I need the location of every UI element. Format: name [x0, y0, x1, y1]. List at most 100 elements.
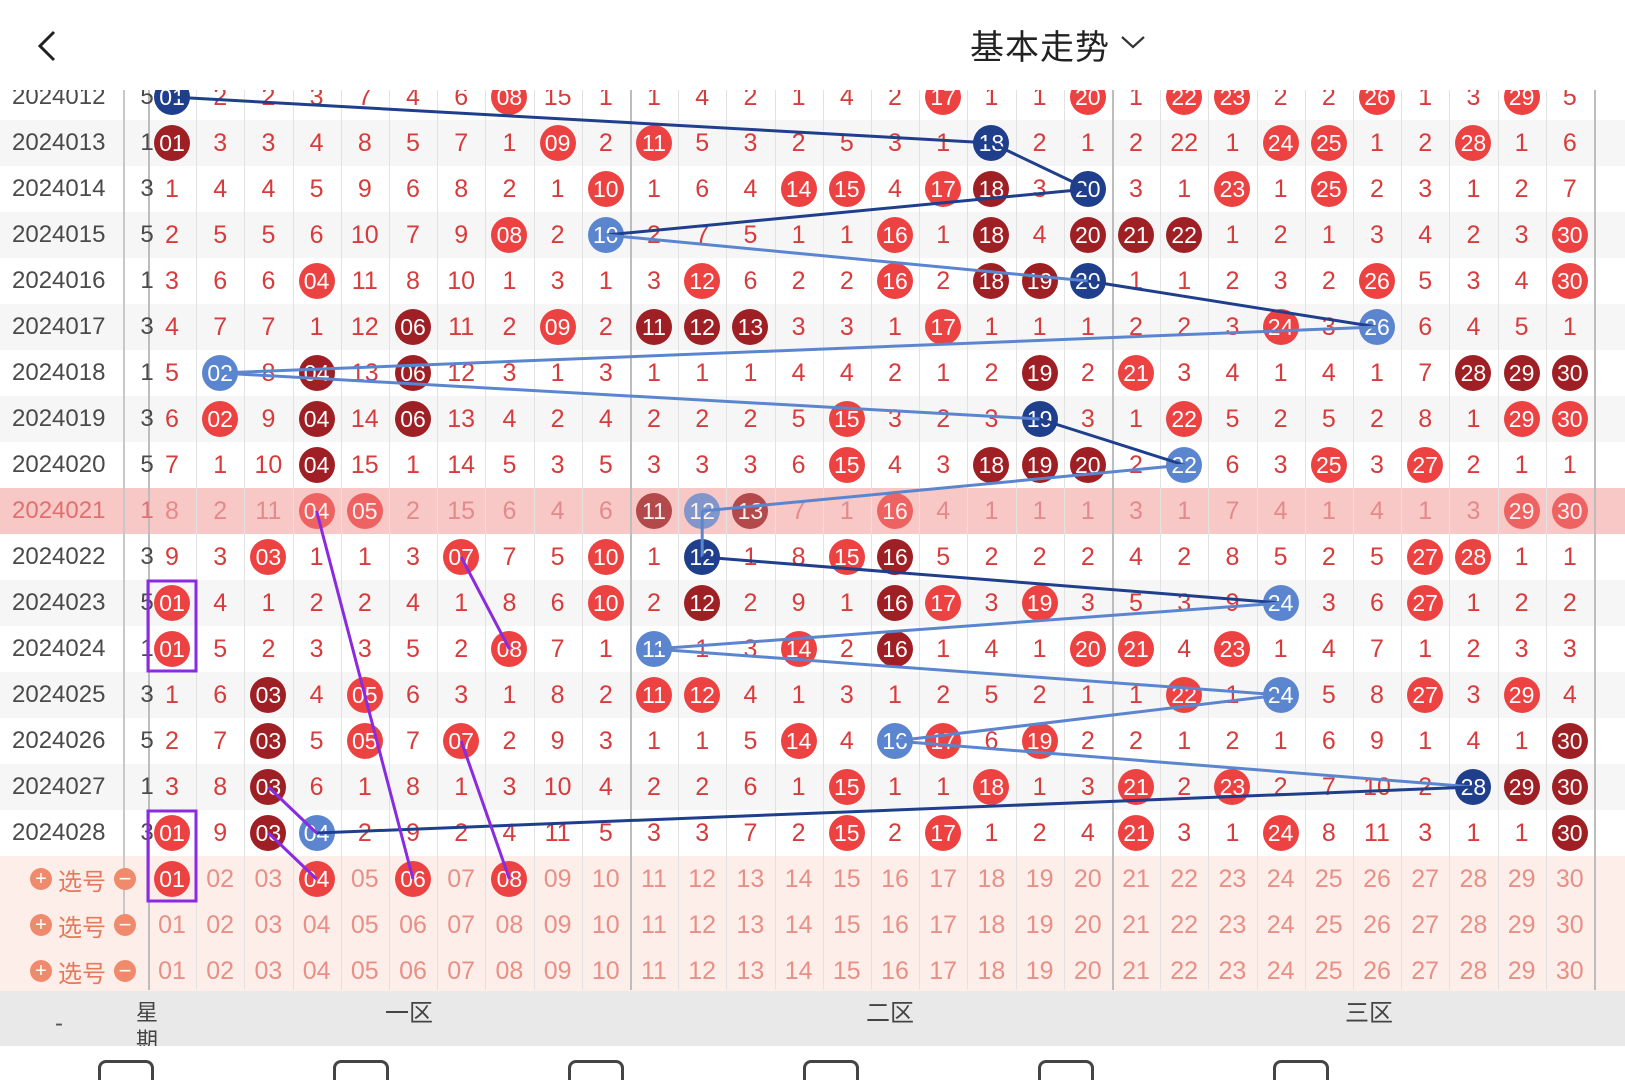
toolbar-icon-2[interactable]	[333, 1060, 389, 1080]
pick-number[interactable]: 19	[1025, 956, 1054, 985]
minus-circle-icon[interactable]: −	[114, 912, 136, 937]
pick-number[interactable]: 24	[1266, 956, 1295, 985]
pick-number[interactable]: 02	[206, 956, 235, 985]
pick-row-label[interactable]: + 选号 −	[0, 856, 160, 902]
pick-number[interactable]: 10	[591, 910, 620, 939]
plus-circle-icon[interactable]: +	[30, 868, 52, 890]
pick-number[interactable]: 22	[1170, 910, 1199, 939]
pick-number[interactable]: 11	[641, 864, 667, 893]
pick-number[interactable]: 21	[1122, 864, 1150, 893]
pick-number[interactable]: 14	[784, 956, 813, 985]
pick-number[interactable]: 16	[881, 956, 909, 985]
pick-number[interactable]: 15	[832, 910, 861, 939]
pick-number[interactable]: 19	[1025, 910, 1054, 939]
pick-number[interactable]: 30	[1555, 864, 1584, 893]
pick-number[interactable]: 14	[784, 864, 813, 893]
pick-number[interactable]: 10	[591, 864, 620, 893]
pick-row-label[interactable]: + 选号 −	[0, 902, 160, 948]
pick-number[interactable]: 11	[641, 956, 667, 985]
toolbar-icon-5[interactable]	[1038, 1060, 1094, 1080]
pick-number[interactable]: 21	[1122, 910, 1150, 939]
pick-number[interactable]: 20	[1073, 910, 1102, 939]
pick-number[interactable]: 08	[495, 956, 524, 985]
pick-number[interactable]: 23	[1218, 910, 1247, 939]
pick-number[interactable]: 25	[1314, 956, 1343, 985]
pick-number[interactable]: 25	[1314, 864, 1343, 893]
pick-number[interactable]: 12	[688, 910, 717, 939]
pick-number[interactable]: 05	[350, 910, 379, 939]
pick-number[interactable]: 01	[158, 910, 186, 939]
pick-number[interactable]: 13	[736, 910, 765, 939]
pick-number[interactable]: 25	[1314, 910, 1343, 939]
pick-number[interactable]: 13	[736, 956, 765, 985]
pick-number[interactable]: 28	[1459, 956, 1488, 985]
pick-number[interactable]: 05	[350, 956, 379, 985]
pick-number[interactable]: 09	[543, 864, 572, 893]
pick-number[interactable]: 07	[447, 956, 476, 985]
pick-number[interactable]: 24	[1266, 910, 1295, 939]
pick-number[interactable]: 03	[254, 956, 283, 985]
pick-number[interactable]: 09	[543, 956, 572, 985]
pick-number[interactable]: 26	[1363, 910, 1391, 939]
pick-number[interactable]: 06	[399, 956, 427, 985]
pick-number[interactable]: 08	[485, 856, 533, 902]
pick-number[interactable]: 01	[148, 856, 196, 902]
pick-number[interactable]: 19	[1025, 864, 1054, 893]
pick-number[interactable]: 09	[543, 910, 572, 939]
pick-number[interactable]: 16	[881, 864, 909, 893]
pick-number[interactable]: 15	[832, 864, 861, 893]
pick-number[interactable]: 12	[688, 864, 717, 893]
pick-number[interactable]: 12	[688, 956, 717, 985]
pick-number[interactable]: 26	[1363, 864, 1391, 893]
toolbar-icon-1[interactable]	[98, 1060, 154, 1080]
plus-circle-icon[interactable]: +	[30, 914, 52, 936]
pick-number[interactable]: 27	[1411, 864, 1440, 893]
minus-circle-icon[interactable]: −	[114, 866, 136, 891]
pick-number[interactable]: 08	[495, 910, 524, 939]
pick-number[interactable]: 28	[1459, 864, 1488, 893]
pick-number[interactable]: 03	[254, 864, 283, 893]
pick-number[interactable]: 17	[929, 910, 958, 939]
pick-number[interactable]: 07	[447, 910, 476, 939]
pick-number[interactable]: 06	[389, 856, 437, 902]
selected-pick-ball[interactable]: 01	[153, 861, 190, 897]
pick-number[interactable]: 29	[1507, 956, 1536, 985]
pick-number[interactable]: 22	[1170, 864, 1199, 893]
pick-number[interactable]: 15	[832, 956, 861, 985]
pick-number[interactable]: 26	[1363, 956, 1391, 985]
selected-pick-ball[interactable]: 06	[394, 861, 431, 897]
pick-number[interactable]: 18	[977, 864, 1006, 893]
pick-number[interactable]: 28	[1459, 910, 1488, 939]
pick-number[interactable]: 27	[1411, 956, 1440, 985]
toolbar-icon-6[interactable]	[1273, 1060, 1329, 1080]
pick-number[interactable]: 29	[1507, 910, 1536, 939]
pick-number[interactable]: 20	[1073, 864, 1102, 893]
pick-number[interactable]: 14	[784, 910, 813, 939]
pick-number[interactable]: 30	[1555, 910, 1584, 939]
pick-number[interactable]: 04	[293, 856, 341, 902]
pick-number[interactable]: 06	[399, 910, 427, 939]
toolbar-icon-3[interactable]	[568, 1060, 624, 1080]
pick-number[interactable]: 18	[977, 910, 1006, 939]
pick-number[interactable]: 11	[641, 910, 667, 939]
pick-number[interactable]: 23	[1218, 864, 1247, 893]
chart-type-dropdown[interactable]: 基本走势	[970, 20, 1146, 68]
pick-number[interactable]: 18	[977, 956, 1006, 985]
pick-number[interactable]: 10	[591, 956, 620, 985]
pick-number[interactable]: 03	[254, 910, 283, 939]
back-icon[interactable]	[28, 26, 68, 66]
pick-number[interactable]: 01	[158, 956, 186, 985]
toolbar-icon-4[interactable]	[803, 1060, 859, 1080]
pick-row-label[interactable]: + 选号 −	[0, 948, 160, 994]
pick-number[interactable]: 20	[1073, 956, 1102, 985]
pick-number[interactable]: 04	[302, 956, 331, 985]
selected-pick-ball[interactable]: 04	[298, 861, 335, 897]
pick-number[interactable]: 22	[1170, 956, 1199, 985]
pick-number[interactable]: 21	[1122, 956, 1150, 985]
pick-number[interactable]: 02	[206, 864, 235, 893]
pick-number[interactable]: 04	[302, 910, 331, 939]
pick-number[interactable]: 17	[929, 864, 958, 893]
pick-number[interactable]: 16	[881, 910, 909, 939]
selected-pick-ball[interactable]: 08	[491, 861, 528, 897]
pick-number[interactable]: 02	[206, 910, 235, 939]
